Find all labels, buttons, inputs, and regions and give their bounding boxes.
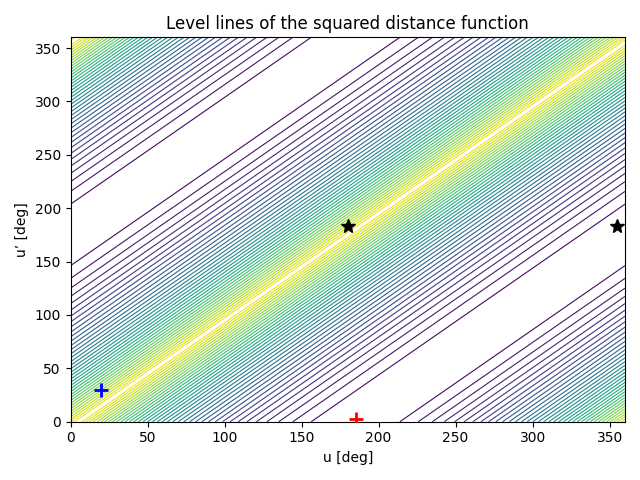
- X-axis label: u [deg]: u [deg]: [323, 451, 373, 465]
- Y-axis label: u’ [deg]: u’ [deg]: [15, 202, 29, 257]
- Title: Level lines of the squared distance function: Level lines of the squared distance func…: [166, 15, 529, 33]
